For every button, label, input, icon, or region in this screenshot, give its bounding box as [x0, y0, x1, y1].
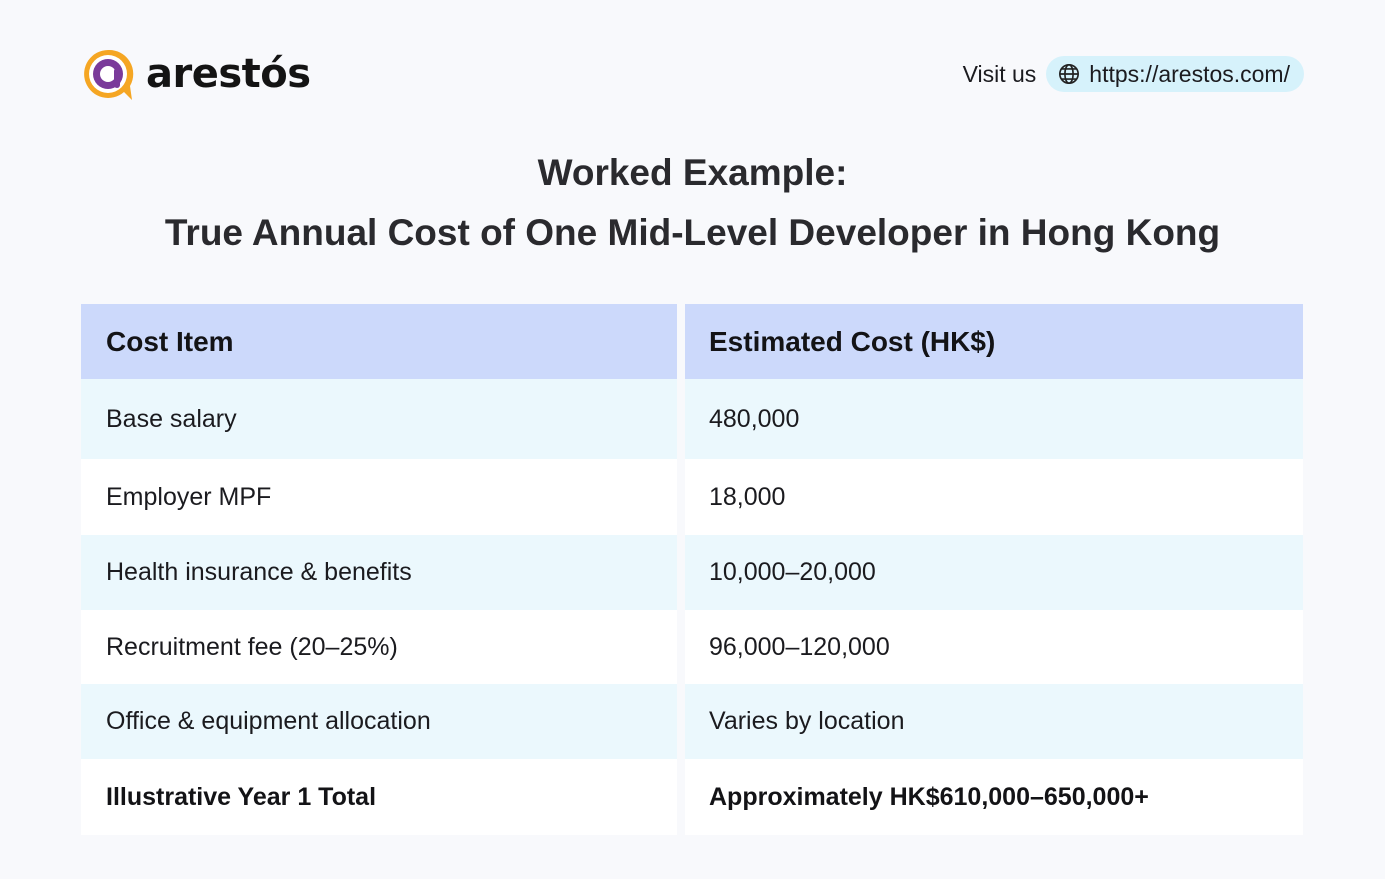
header-cost-item: Cost Item	[81, 304, 677, 379]
brand-logo[interactable]: arestós	[80, 46, 311, 102]
visit-label: Visit us	[962, 60, 1037, 87]
table-row: Office & equipment allocation Varies by …	[81, 684, 1303, 759]
website-link[interactable]: https://arestos.com/	[1046, 56, 1304, 92]
cost-item-cell: Recruitment fee (20–25%)	[81, 610, 677, 684]
cost-value-cell: 480,000	[685, 379, 1303, 459]
website-url: https://arestos.com/	[1089, 60, 1290, 87]
page-title-line-2: True Annual Cost of One Mid-Level Develo…	[164, 212, 1221, 253]
table-header-row: Cost Item Estimated Cost (HK$)	[81, 304, 1303, 379]
table-total-row: Illustrative Year 1 Total Approximately …	[81, 759, 1303, 835]
table-row: Base salary 480,000	[81, 379, 1303, 459]
cost-item-cell: Office & equipment allocation	[81, 684, 677, 759]
brand-name: arestós	[146, 51, 311, 97]
total-value-cell: Approximately HK$610,000–650,000+	[685, 759, 1303, 835]
page-title-line-1: Worked Example:	[537, 152, 848, 193]
table-row: Health insurance & benefits 10,000–20,00…	[81, 535, 1303, 610]
table-row: Recruitment fee (20–25%) 96,000–120,000	[81, 610, 1303, 684]
cost-value-cell: 18,000	[685, 459, 1303, 535]
table-row: Employer MPF 18,000	[81, 459, 1303, 535]
cost-item-cell: Employer MPF	[81, 459, 677, 535]
cost-item-cell: Base salary	[81, 379, 677, 459]
cost-value-cell: Varies by location	[685, 684, 1303, 759]
header-estimated-cost: Estimated Cost (HK$)	[685, 304, 1303, 379]
globe-icon	[1059, 64, 1080, 84]
arestos-logo-icon	[84, 49, 134, 100]
page-header: arestós Visit us https://arestos.com/	[80, 44, 1304, 104]
cost-value-cell: 10,000–20,000	[685, 535, 1303, 610]
cost-value-cell: 96,000–120,000	[685, 610, 1303, 684]
total-label-cell: Illustrative Year 1 Total	[81, 759, 677, 835]
cost-item-cell: Health insurance & benefits	[81, 535, 677, 610]
visit-us: Visit us https://arestos.com/	[963, 56, 1304, 92]
